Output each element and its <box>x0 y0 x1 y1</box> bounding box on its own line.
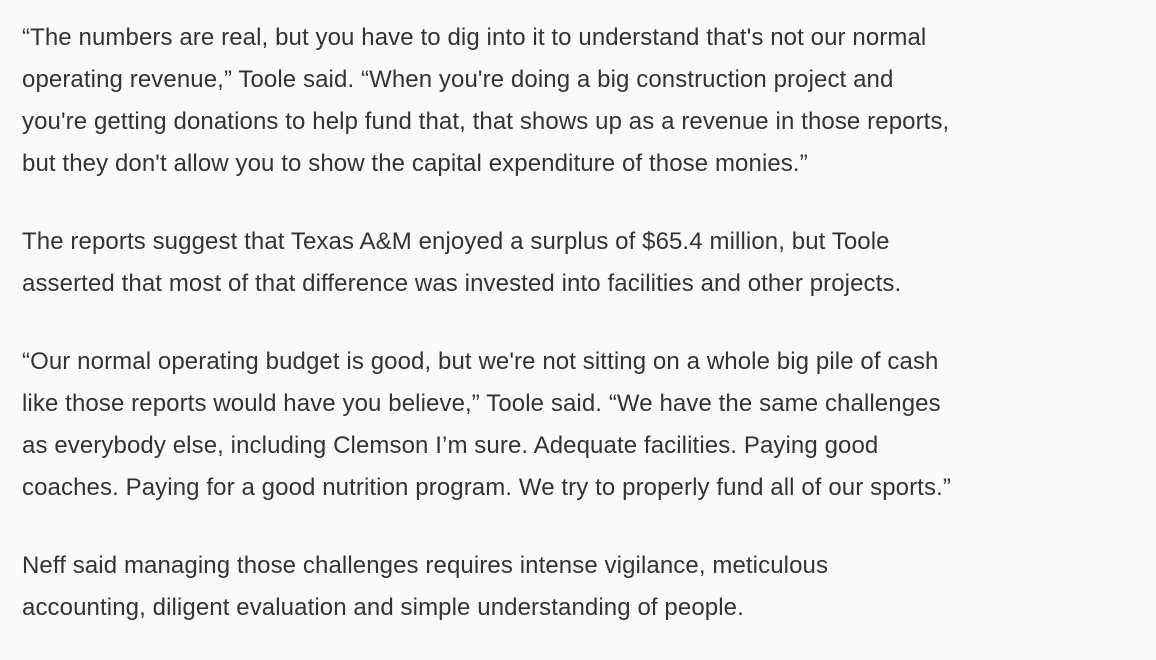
paragraph: Neff said managing those challenges requ… <box>22 545 1132 629</box>
text-line: like those reports would have you believ… <box>22 390 941 417</box>
paragraph: “The numbers are real, but you have to d… <box>22 17 1132 185</box>
text-line: Neff said managing those challenges requ… <box>22 552 829 579</box>
text-line: but they don't allow you to show the cap… <box>22 150 808 177</box>
text-line: The reports suggest that Texas A&M enjoy… <box>22 228 890 255</box>
text-line: “Our normal operating budget is good, bu… <box>22 348 939 375</box>
text-line: asserted that most of that difference wa… <box>22 270 902 297</box>
paragraph: “Our normal operating budget is good, bu… <box>22 341 1132 509</box>
text-line: “The numbers are real, but you have to d… <box>22 24 927 51</box>
text-line: operating revenue,” Toole said. “When yo… <box>22 66 894 93</box>
text-line: you're getting donations to help fund th… <box>22 108 950 135</box>
text-line: coaches. Paying for a good nutrition pro… <box>22 474 951 501</box>
paragraph: The reports suggest that Texas A&M enjoy… <box>22 221 1132 305</box>
article-text: “The numbers are real, but you have to d… <box>22 17 1132 629</box>
text-line: accounting, diligent evaluation and simp… <box>22 594 744 621</box>
text-line: as everybody else, including Clemson I’m… <box>22 432 879 459</box>
